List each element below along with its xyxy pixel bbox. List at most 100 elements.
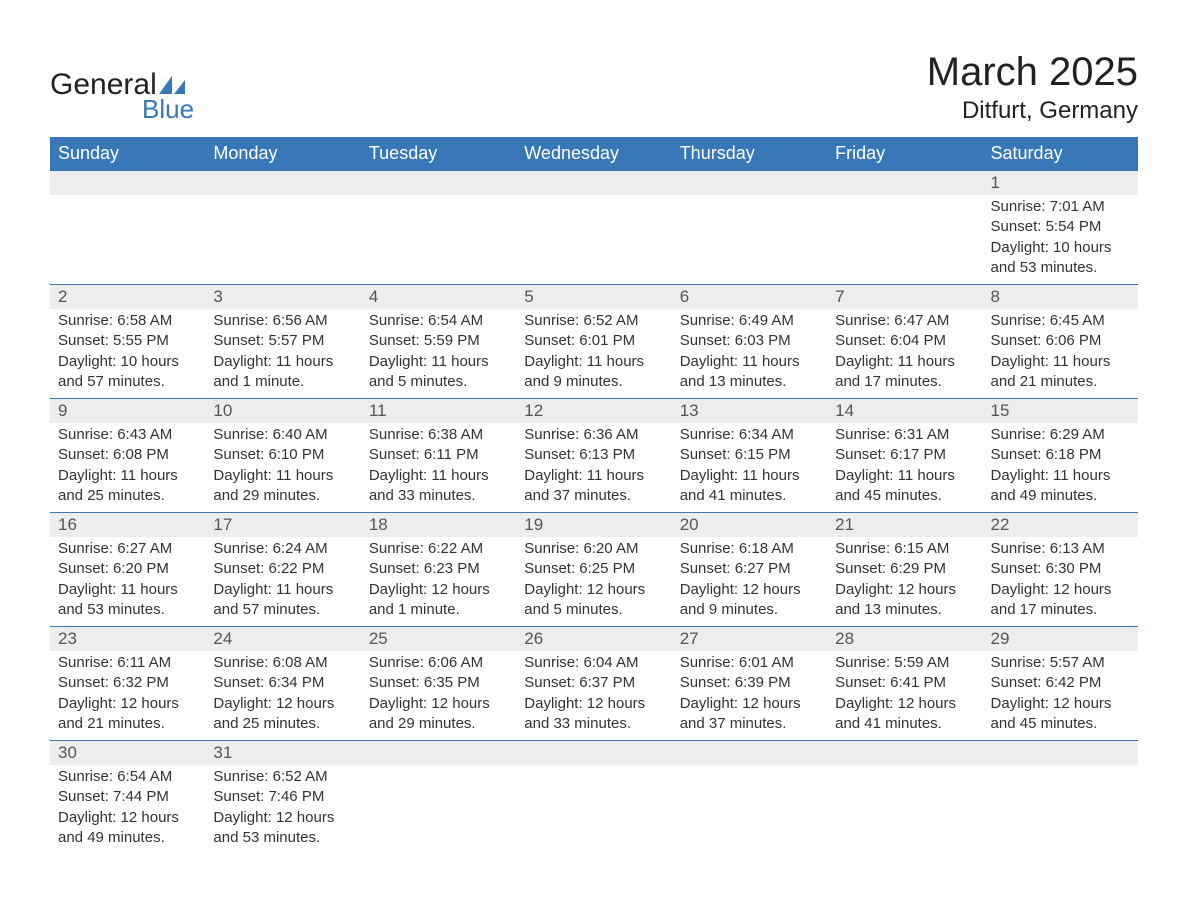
- day-line-d1: Daylight: 12 hours: [213, 694, 352, 714]
- day-header: Sunday: [50, 137, 205, 171]
- day-cell-body: Sunrise: 6:18 AMSunset: 6:27 PMDaylight:…: [672, 537, 827, 627]
- day-body: Sunrise: 6:13 AMSunset: 6:30 PMDaylight:…: [983, 537, 1138, 626]
- day-number: 13: [672, 399, 827, 423]
- day-line-d1: Daylight: 11 hours: [369, 466, 508, 486]
- week-number-row: 2345678: [50, 285, 1138, 310]
- day-cell-number: [361, 741, 516, 766]
- day-line-sr: Sunrise: 6:52 AM: [524, 311, 663, 331]
- day-cell-number: [516, 741, 671, 766]
- day-cell-body: [827, 195, 982, 285]
- day-cell-number: 13: [672, 399, 827, 424]
- day-body: Sunrise: 6:56 AMSunset: 5:57 PMDaylight:…: [205, 309, 360, 398]
- week-body-row: Sunrise: 6:27 AMSunset: 6:20 PMDaylight:…: [50, 537, 1138, 627]
- day-line-sr: Sunrise: 6:11 AM: [58, 653, 197, 673]
- day-cell-body: [827, 765, 982, 854]
- day-cell-body: Sunrise: 5:57 AMSunset: 6:42 PMDaylight:…: [983, 651, 1138, 741]
- day-body: Sunrise: 6:22 AMSunset: 6:23 PMDaylight:…: [361, 537, 516, 626]
- week-body-row: Sunrise: 6:58 AMSunset: 5:55 PMDaylight:…: [50, 309, 1138, 399]
- day-body: [516, 765, 671, 845]
- day-line-d2: and 41 minutes.: [835, 714, 974, 734]
- day-line-d1: Daylight: 11 hours: [991, 352, 1130, 372]
- day-line-ss: Sunset: 6:03 PM: [680, 331, 819, 351]
- day-body: Sunrise: 5:59 AMSunset: 6:41 PMDaylight:…: [827, 651, 982, 740]
- day-line-ss: Sunset: 6:06 PM: [991, 331, 1130, 351]
- day-body: [361, 195, 516, 275]
- day-line-d1: Daylight: 11 hours: [991, 466, 1130, 486]
- day-cell-body: Sunrise: 6:20 AMSunset: 6:25 PMDaylight:…: [516, 537, 671, 627]
- week-number-row: 23242526272829: [50, 627, 1138, 652]
- day-cell-body: Sunrise: 6:22 AMSunset: 6:23 PMDaylight:…: [361, 537, 516, 627]
- day-line-d2: and 5 minutes.: [524, 600, 663, 620]
- day-cell-body: Sunrise: 6:27 AMSunset: 6:20 PMDaylight:…: [50, 537, 205, 627]
- day-cell-number: [516, 171, 671, 196]
- day-body: Sunrise: 6:27 AMSunset: 6:20 PMDaylight:…: [50, 537, 205, 626]
- day-line-d2: and 49 minutes.: [991, 486, 1130, 506]
- day-cell-number: [983, 741, 1138, 766]
- calendar-body: 1Sunrise: 7:01 AMSunset: 5:54 PMDaylight…: [50, 171, 1138, 855]
- day-cell-number: 30: [50, 741, 205, 766]
- day-line-d2: and 53 minutes.: [213, 828, 352, 848]
- day-cell-body: [516, 765, 671, 854]
- day-body: Sunrise: 6:31 AMSunset: 6:17 PMDaylight:…: [827, 423, 982, 512]
- day-line-ss: Sunset: 6:22 PM: [213, 559, 352, 579]
- day-cell-number: [672, 171, 827, 196]
- day-line-sr: Sunrise: 6:52 AM: [213, 767, 352, 787]
- day-cell-body: Sunrise: 6:08 AMSunset: 6:34 PMDaylight:…: [205, 651, 360, 741]
- day-line-sr: Sunrise: 6:06 AM: [369, 653, 508, 673]
- day-cell-body: Sunrise: 6:54 AMSunset: 7:44 PMDaylight:…: [50, 765, 205, 854]
- day-line-d2: and 13 minutes.: [680, 372, 819, 392]
- day-body: Sunrise: 6:20 AMSunset: 6:25 PMDaylight:…: [516, 537, 671, 626]
- day-cell-body: Sunrise: 6:06 AMSunset: 6:35 PMDaylight:…: [361, 651, 516, 741]
- day-line-d2: and 41 minutes.: [680, 486, 819, 506]
- day-line-ss: Sunset: 5:54 PM: [991, 217, 1130, 237]
- day-cell-body: Sunrise: 6:36 AMSunset: 6:13 PMDaylight:…: [516, 423, 671, 513]
- day-line-ss: Sunset: 6:23 PM: [369, 559, 508, 579]
- day-number: [672, 741, 827, 765]
- day-line-d1: Daylight: 12 hours: [835, 694, 974, 714]
- day-line-d1: Daylight: 11 hours: [213, 352, 352, 372]
- day-number: 8: [983, 285, 1138, 309]
- day-number: 25: [361, 627, 516, 651]
- day-line-ss: Sunset: 6:01 PM: [524, 331, 663, 351]
- day-line-sr: Sunrise: 6:15 AM: [835, 539, 974, 559]
- day-cell-number: 26: [516, 627, 671, 652]
- day-line-d1: Daylight: 11 hours: [213, 466, 352, 486]
- day-line-d1: Daylight: 12 hours: [58, 694, 197, 714]
- day-cell-body: Sunrise: 6:58 AMSunset: 5:55 PMDaylight:…: [50, 309, 205, 399]
- day-number: 11: [361, 399, 516, 423]
- day-cell-number: 22: [983, 513, 1138, 538]
- day-line-d2: and 33 minutes.: [524, 714, 663, 734]
- day-cell-number: 7: [827, 285, 982, 310]
- day-number: 22: [983, 513, 1138, 537]
- day-line-d1: Daylight: 11 hours: [58, 580, 197, 600]
- day-cell-number: 25: [361, 627, 516, 652]
- day-body: [205, 195, 360, 275]
- day-number: [672, 171, 827, 195]
- day-line-d1: Daylight: 12 hours: [524, 694, 663, 714]
- calendar-table: SundayMondayTuesdayWednesdayThursdayFrid…: [50, 137, 1138, 854]
- day-number: 16: [50, 513, 205, 537]
- day-cell-body: Sunrise: 6:47 AMSunset: 6:04 PMDaylight:…: [827, 309, 982, 399]
- day-cell-body: Sunrise: 6:49 AMSunset: 6:03 PMDaylight:…: [672, 309, 827, 399]
- day-body: Sunrise: 6:47 AMSunset: 6:04 PMDaylight:…: [827, 309, 982, 398]
- day-cell-body: Sunrise: 6:52 AMSunset: 7:46 PMDaylight:…: [205, 765, 360, 854]
- day-line-sr: Sunrise: 6:40 AM: [213, 425, 352, 445]
- day-line-sr: Sunrise: 6:58 AM: [58, 311, 197, 331]
- day-number: 19: [516, 513, 671, 537]
- day-cell-number: 27: [672, 627, 827, 652]
- day-body: Sunrise: 6:54 AMSunset: 7:44 PMDaylight:…: [50, 765, 205, 854]
- day-number: [361, 741, 516, 765]
- day-line-ss: Sunset: 6:11 PM: [369, 445, 508, 465]
- day-cell-number: 28: [827, 627, 982, 652]
- day-line-d1: Daylight: 12 hours: [991, 580, 1130, 600]
- day-body: Sunrise: 5:57 AMSunset: 6:42 PMDaylight:…: [983, 651, 1138, 740]
- day-line-ss: Sunset: 6:34 PM: [213, 673, 352, 693]
- day-line-ss: Sunset: 6:18 PM: [991, 445, 1130, 465]
- day-line-ss: Sunset: 6:25 PM: [524, 559, 663, 579]
- day-line-d2: and 57 minutes.: [213, 600, 352, 620]
- day-cell-number: [50, 171, 205, 196]
- day-cell-body: Sunrise: 6:13 AMSunset: 6:30 PMDaylight:…: [983, 537, 1138, 627]
- week-number-row: 3031: [50, 741, 1138, 766]
- day-cell-body: Sunrise: 6:45 AMSunset: 6:06 PMDaylight:…: [983, 309, 1138, 399]
- day-number: 14: [827, 399, 982, 423]
